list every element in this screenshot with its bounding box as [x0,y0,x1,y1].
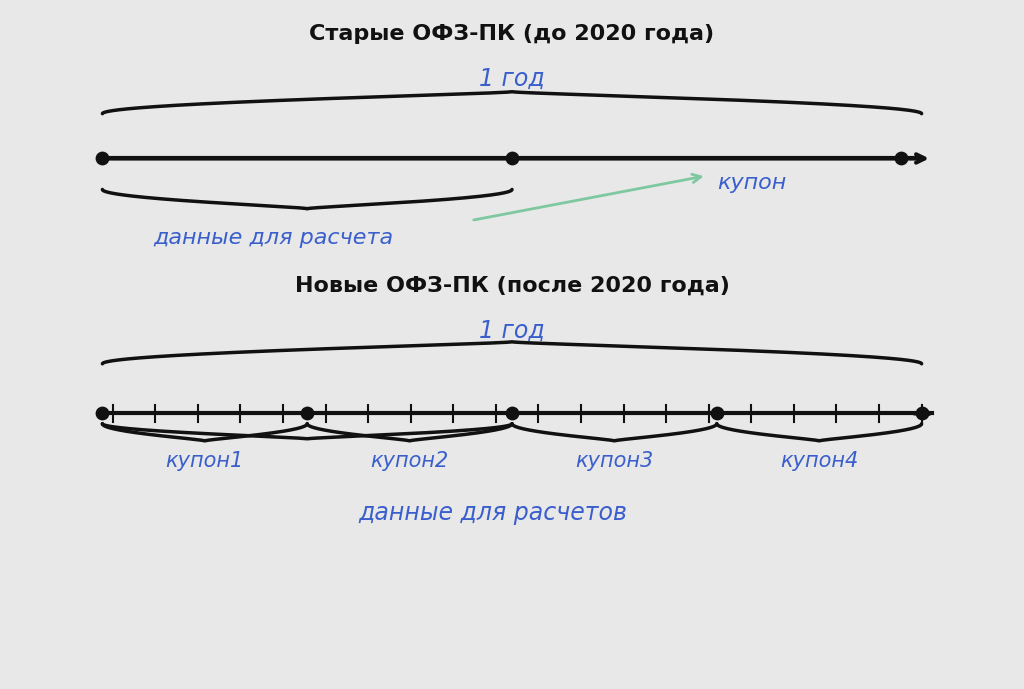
Point [94,408,111,419]
Text: купон3: купон3 [575,451,653,471]
Point [893,153,909,164]
Text: 1 год: 1 год [479,68,545,91]
Point [504,408,520,419]
Text: купон1: купон1 [166,451,244,471]
Text: Новые ОФЗ-ПК (после 2020 года): Новые ОФЗ-ПК (после 2020 года) [295,276,729,296]
Point [299,408,315,419]
Point [913,408,930,419]
Text: купон2: купон2 [371,451,449,471]
Text: данные для расчета: данные для расчета [154,227,393,248]
Text: купон: купон [717,172,786,193]
Text: 1 год: 1 год [479,319,545,342]
Point [709,408,725,419]
Text: данные для расчетов: данные для расчетов [358,502,628,525]
Text: Старые ОФЗ-ПК (до 2020 года): Старые ОФЗ-ПК (до 2020 года) [309,24,715,45]
Point [504,153,520,164]
Text: купон4: купон4 [780,451,858,471]
Point [94,153,111,164]
